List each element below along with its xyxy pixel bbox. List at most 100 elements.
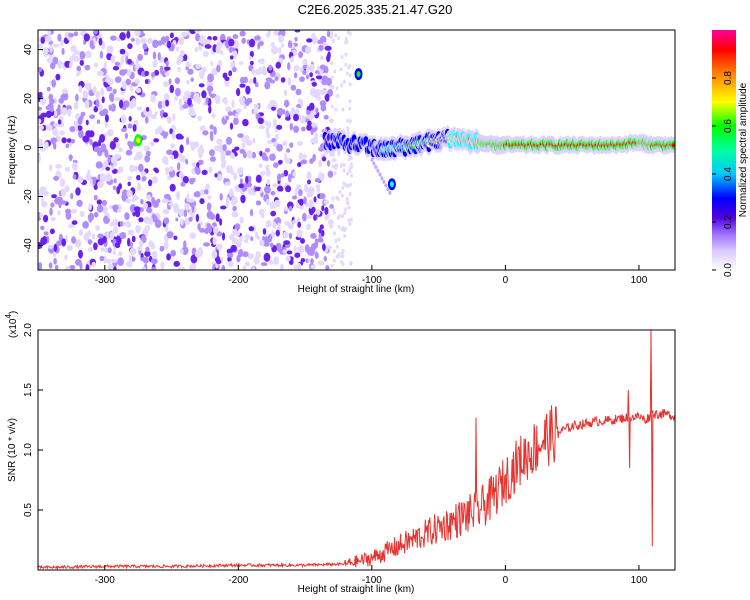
noise-cell [119,32,126,41]
noise-cell [144,155,151,163]
snr-scale-label: (x104) [4,311,19,338]
noise-cell [293,72,298,79]
noise-cell [53,251,57,258]
noise-cell [116,235,120,245]
noise-cell [297,230,302,238]
noise-cell [319,100,327,107]
noise-cell [194,166,199,173]
noise-cell [309,102,315,111]
noise-cell [280,43,285,48]
noise-cell [89,114,96,119]
noise-cell [245,175,249,184]
noise-cell [53,122,60,128]
spectral-feature [136,137,141,144]
noise-cell [125,221,131,227]
noise-cell [144,79,149,85]
noise-cell [306,223,311,230]
noise-cell [244,261,250,267]
noise-cell [54,264,59,270]
noise-cell [277,107,284,116]
noise-cell [322,243,326,251]
noise-cell [232,34,239,40]
noise-cell [277,222,281,231]
noise-cell [75,93,79,102]
noise-cell [51,194,57,199]
noise-cell [191,202,195,212]
noise-cell [347,65,351,70]
noise-cell [260,262,268,267]
noise-cell [120,55,124,65]
noise-cell [198,159,204,165]
noise-cell [203,189,209,195]
noise-cell [97,70,104,77]
noise-cell [190,77,194,82]
noise-cell [53,243,58,253]
noise-cell [69,62,73,69]
noise-cell [82,221,89,229]
noise-cell [349,182,353,187]
noise-cell [151,176,158,184]
noise-cell [97,238,105,246]
noise-cell [110,35,117,41]
noise-cell [50,216,56,222]
noise-cell [346,30,350,35]
noise-cell [225,199,230,209]
noise-cell [103,215,109,224]
noise-cell [44,141,49,150]
noise-cell [167,175,172,181]
noise-cell [143,202,148,209]
noise-cell [144,70,149,76]
noise-cell [335,195,339,200]
noise-cell [374,165,378,170]
noise-cell [333,171,337,176]
noise-cell [137,182,142,192]
noise-cell [119,221,124,227]
noise-cell [246,139,253,147]
noise-cell [178,266,186,270]
noise-cell [321,229,325,237]
noise-cell [279,186,284,192]
noise-cell [384,183,388,188]
noise-cell [308,201,315,209]
noise-cell [93,106,99,113]
noise-cell [280,77,286,83]
noise-cell [258,208,265,216]
noise-cell [179,144,184,154]
noise-cell [209,156,216,162]
noise-cell [284,206,289,212]
noise-cell [221,158,227,167]
noise-cell [341,214,345,219]
noise-cell [101,40,105,50]
noise-cell [314,132,318,140]
noise-cell [282,140,288,147]
x-tick-label: 0 [503,575,509,586]
noise-cell [186,193,190,203]
noise-cell [268,64,273,71]
noise-cell [113,266,117,270]
noise-cell [78,229,84,236]
noise-cell [159,65,163,75]
noise-cell [252,137,256,144]
noise-cell [182,104,189,109]
noise-cell [135,87,142,94]
noise-cell [172,112,176,122]
noise-cell [202,130,209,136]
noise-cell [105,166,111,171]
noise-cell [287,40,293,49]
spectral-feature [356,71,361,78]
noise-cell [234,223,241,230]
noise-cell [121,116,127,124]
noise-cell [313,214,317,221]
noise-cell [278,159,283,165]
noise-cell [145,150,151,157]
noise-cell [138,217,144,223]
noise-cell [302,58,308,66]
noise-cell [257,43,261,50]
noise-cell [231,201,236,206]
x-tick-label: -300 [95,575,115,586]
noise-cell [166,253,172,261]
noise-cell [100,143,107,153]
noise-cell [372,161,376,166]
noise-cell [112,250,117,256]
noise-cell [49,44,53,53]
